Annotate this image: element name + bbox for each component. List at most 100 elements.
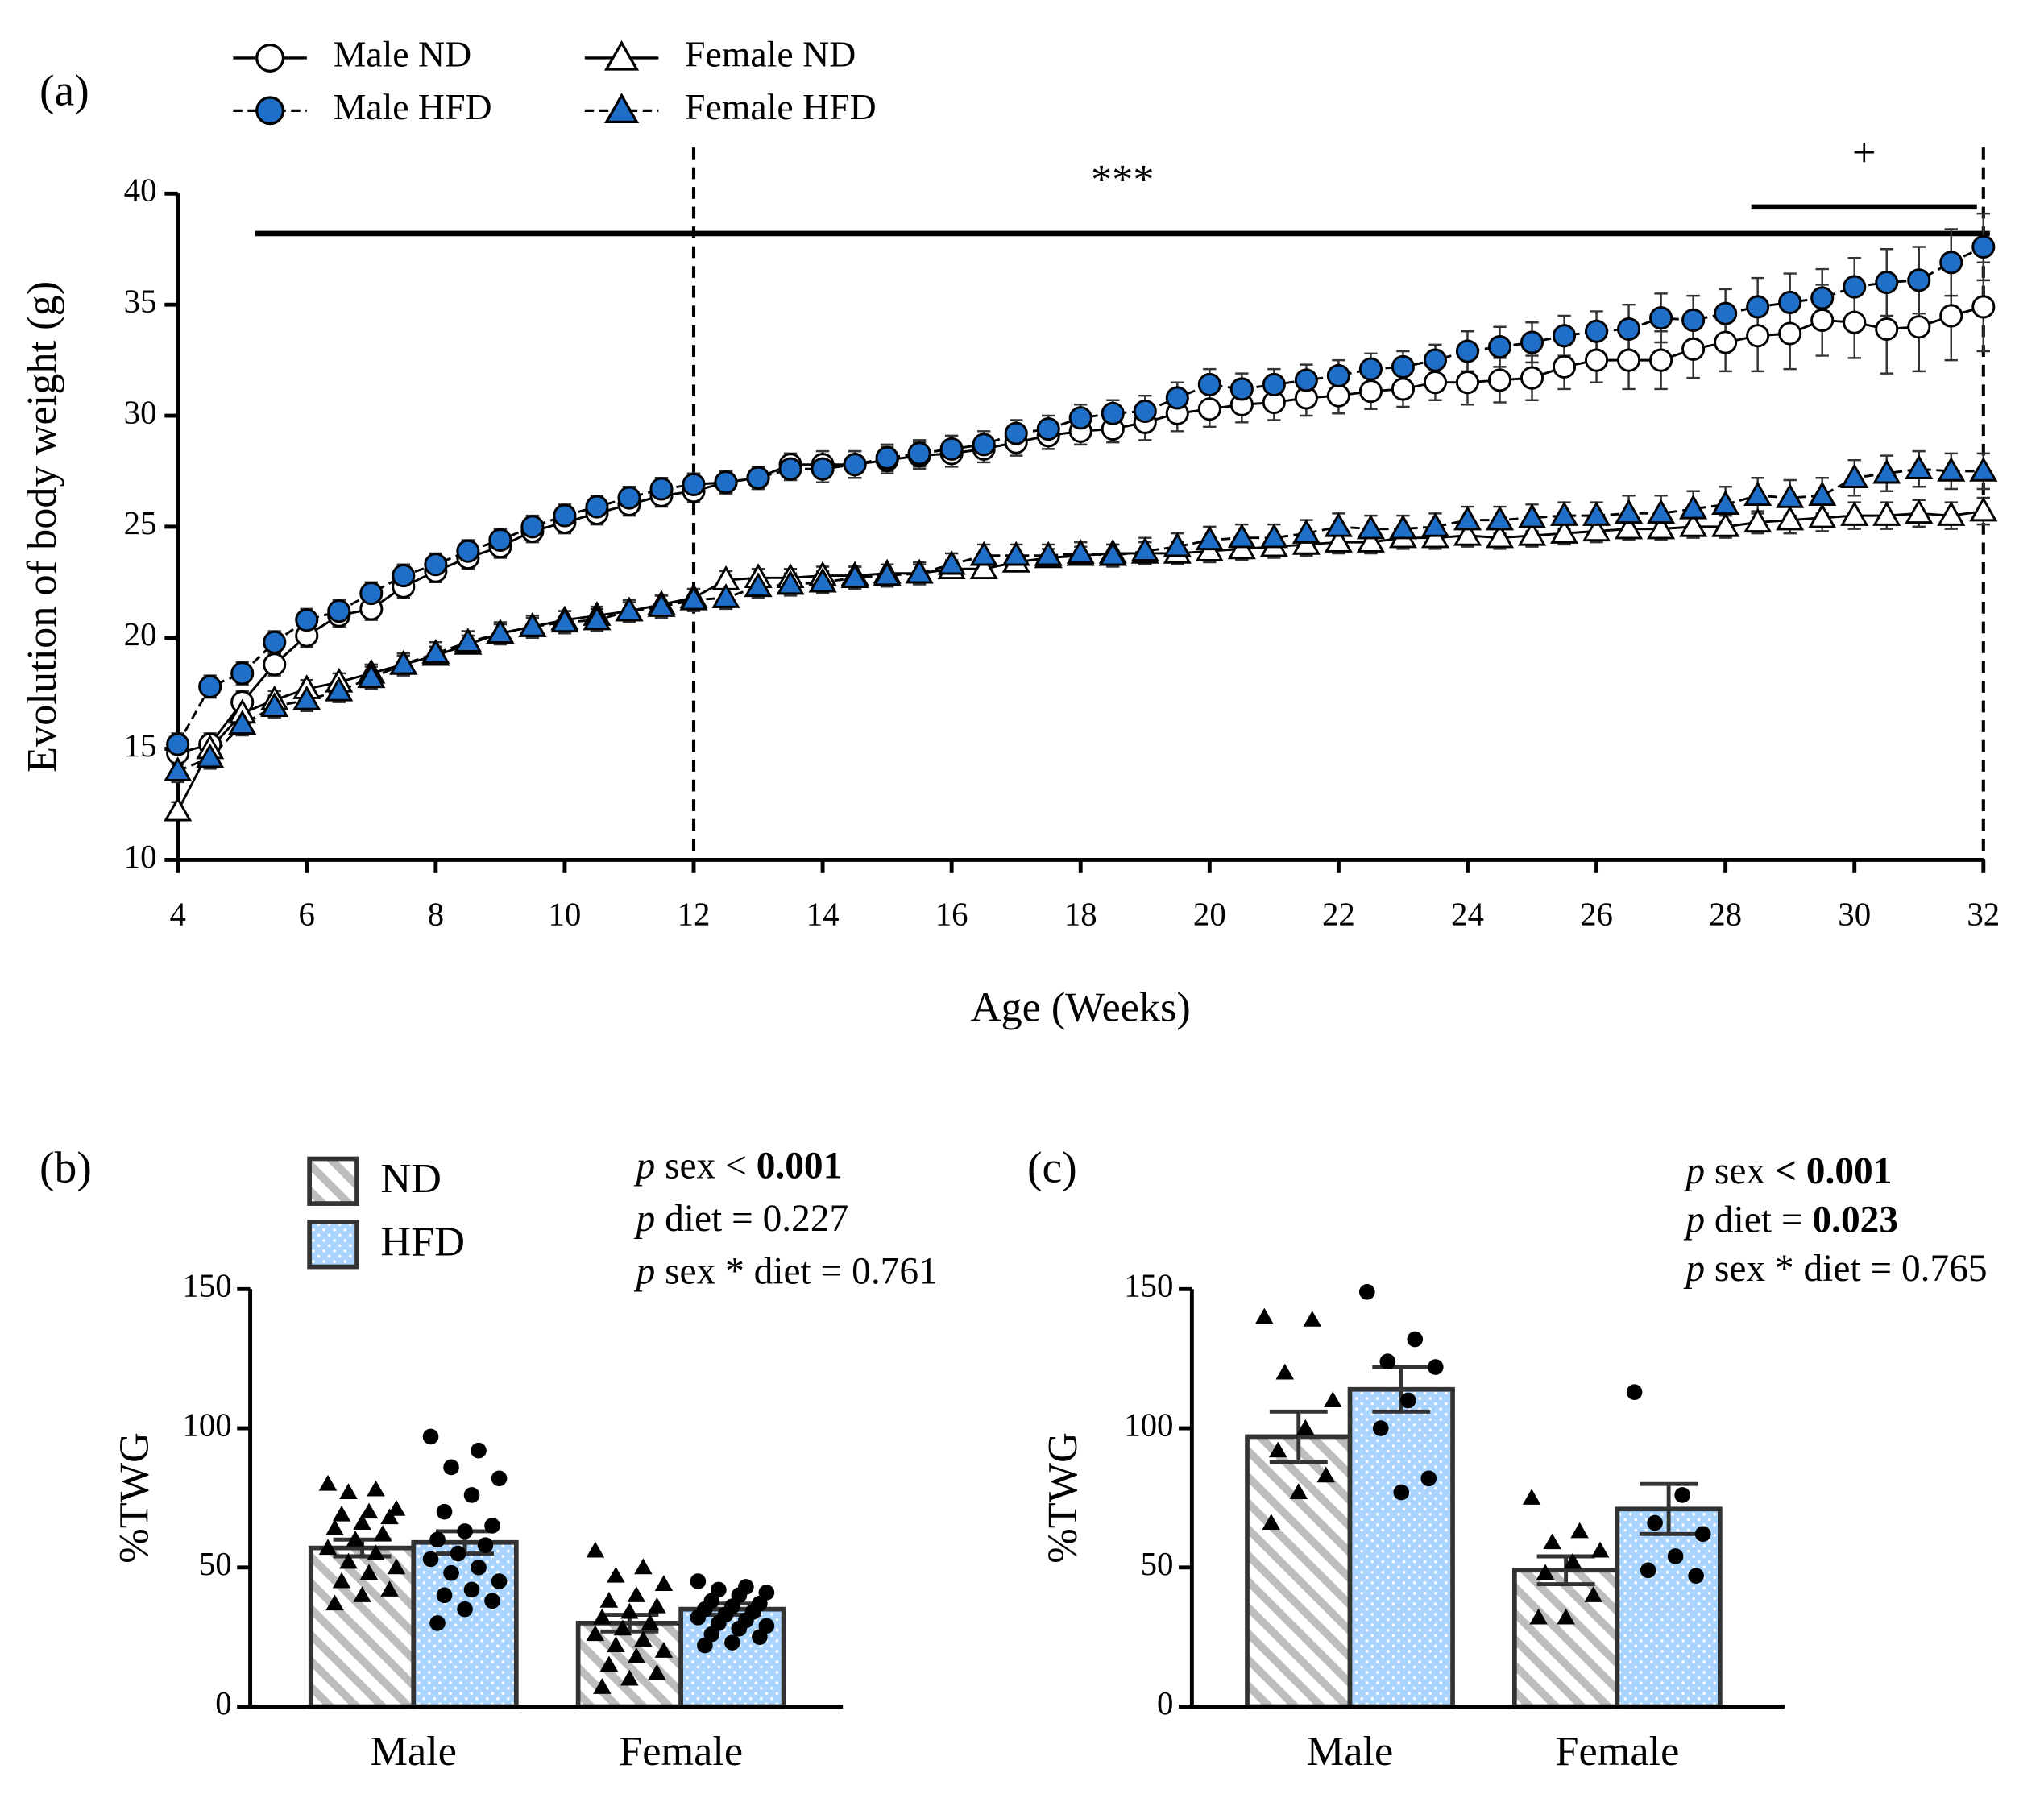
data-point xyxy=(690,1610,707,1626)
data-point xyxy=(1068,406,1092,430)
data-point xyxy=(1872,501,1901,526)
legend-marker xyxy=(603,39,640,71)
data-point xyxy=(843,453,867,477)
data-point xyxy=(1647,514,1676,540)
bar xyxy=(411,1539,519,1709)
data-point xyxy=(463,1487,480,1503)
data-point xyxy=(1778,321,1802,346)
data-point xyxy=(1427,1359,1444,1375)
data-point xyxy=(593,1678,612,1694)
data-point xyxy=(654,1575,674,1591)
data-point xyxy=(1303,1311,1322,1327)
data-point xyxy=(583,605,612,631)
data-point xyxy=(1585,319,1609,343)
data-point xyxy=(424,553,448,577)
data-point xyxy=(1453,505,1482,531)
data-point xyxy=(1552,354,1577,379)
data-point xyxy=(724,1634,740,1651)
data-point xyxy=(1694,1526,1711,1543)
legend-swatch xyxy=(307,1156,359,1206)
data-point xyxy=(1275,1363,1295,1380)
data-point xyxy=(332,1572,351,1589)
data-point xyxy=(1937,456,1966,482)
data-point xyxy=(634,1630,653,1647)
data-point xyxy=(1326,383,1350,408)
y-axis-title: %TWG xyxy=(1039,1432,1086,1564)
y-tick-label: 20 xyxy=(124,616,157,652)
x-tick-label: 32 xyxy=(1967,897,2000,933)
data-point xyxy=(327,599,351,624)
data-point xyxy=(1711,490,1740,516)
y-tick-label: 35 xyxy=(124,284,157,320)
data-point xyxy=(1711,512,1740,537)
data-point xyxy=(1688,1568,1704,1584)
y-tick-label: 30 xyxy=(124,394,157,430)
legend-label: HFD xyxy=(380,1218,465,1265)
x-tick-label: 18 xyxy=(1064,897,1097,933)
data-point xyxy=(359,582,384,606)
data-point xyxy=(615,596,644,622)
stats-text: p xyxy=(634,1198,656,1240)
stats-text: p xyxy=(634,1250,656,1292)
data-point xyxy=(488,528,512,552)
error-bar xyxy=(1536,1554,1595,1586)
legend-label: ND xyxy=(380,1155,442,1202)
y-tick-label: 0 xyxy=(215,1685,231,1721)
legend-label: Male HFD xyxy=(334,86,492,127)
data-point xyxy=(1520,366,1544,390)
data-point xyxy=(1101,401,1125,425)
x-tick-label: 30 xyxy=(1838,897,1871,933)
y-tick-label: 150 xyxy=(182,1268,231,1304)
data-point xyxy=(367,1544,385,1560)
data-point xyxy=(586,1541,605,1558)
data-point xyxy=(607,1636,625,1652)
x-tick-label: 14 xyxy=(806,897,840,933)
data-point xyxy=(627,1647,646,1663)
data-point xyxy=(198,674,222,698)
data-point xyxy=(778,457,802,481)
data-point xyxy=(776,570,805,595)
data-point xyxy=(373,1525,392,1541)
stats-line: p diet = 0.227 xyxy=(634,1198,849,1240)
stats-text: p xyxy=(1683,1199,1705,1241)
data-point xyxy=(1229,377,1254,401)
legend-label: Male ND xyxy=(334,33,472,74)
data-point xyxy=(353,1514,371,1530)
data-point xyxy=(1971,234,1996,259)
data-point xyxy=(422,1551,439,1568)
data-point xyxy=(599,1591,619,1608)
y-axis-title: %TWG xyxy=(111,1432,158,1564)
data-point xyxy=(1529,1608,1548,1625)
data-point xyxy=(353,1586,371,1602)
data-point xyxy=(1714,330,1738,354)
legend-label: Female ND xyxy=(685,33,856,74)
data-point xyxy=(1647,1514,1663,1531)
data-point xyxy=(1907,315,1931,339)
legend-marker xyxy=(255,43,285,72)
y-tick-label: 0 xyxy=(1157,1685,1173,1721)
data-point xyxy=(1066,538,1095,564)
data-point xyxy=(471,1442,487,1459)
stats-text: p xyxy=(1683,1248,1705,1290)
data-point xyxy=(1379,1353,1396,1369)
data-point xyxy=(1522,1489,1541,1505)
stats-line: p sex < 0.001 xyxy=(634,1145,843,1187)
data-point xyxy=(634,1558,653,1575)
x-tick-label: 20 xyxy=(1193,897,1226,933)
data-point xyxy=(1324,512,1353,537)
x-axis-title: Age (Weeks) xyxy=(971,984,1191,1030)
stats-text: 0.023 xyxy=(1812,1199,1898,1241)
data-point xyxy=(1584,1586,1602,1602)
data-point xyxy=(1843,310,1867,334)
stats-text: sex * diet = 0.765 xyxy=(1705,1248,1988,1290)
data-point xyxy=(1034,541,1063,566)
data-point xyxy=(811,457,835,481)
data-point xyxy=(454,628,483,653)
data-point xyxy=(1517,503,1547,528)
x-tick-label: 26 xyxy=(1580,897,1613,933)
data-point xyxy=(1776,483,1805,508)
data-point xyxy=(1557,1608,1575,1625)
data-point xyxy=(1582,501,1611,526)
data-point xyxy=(196,743,225,768)
